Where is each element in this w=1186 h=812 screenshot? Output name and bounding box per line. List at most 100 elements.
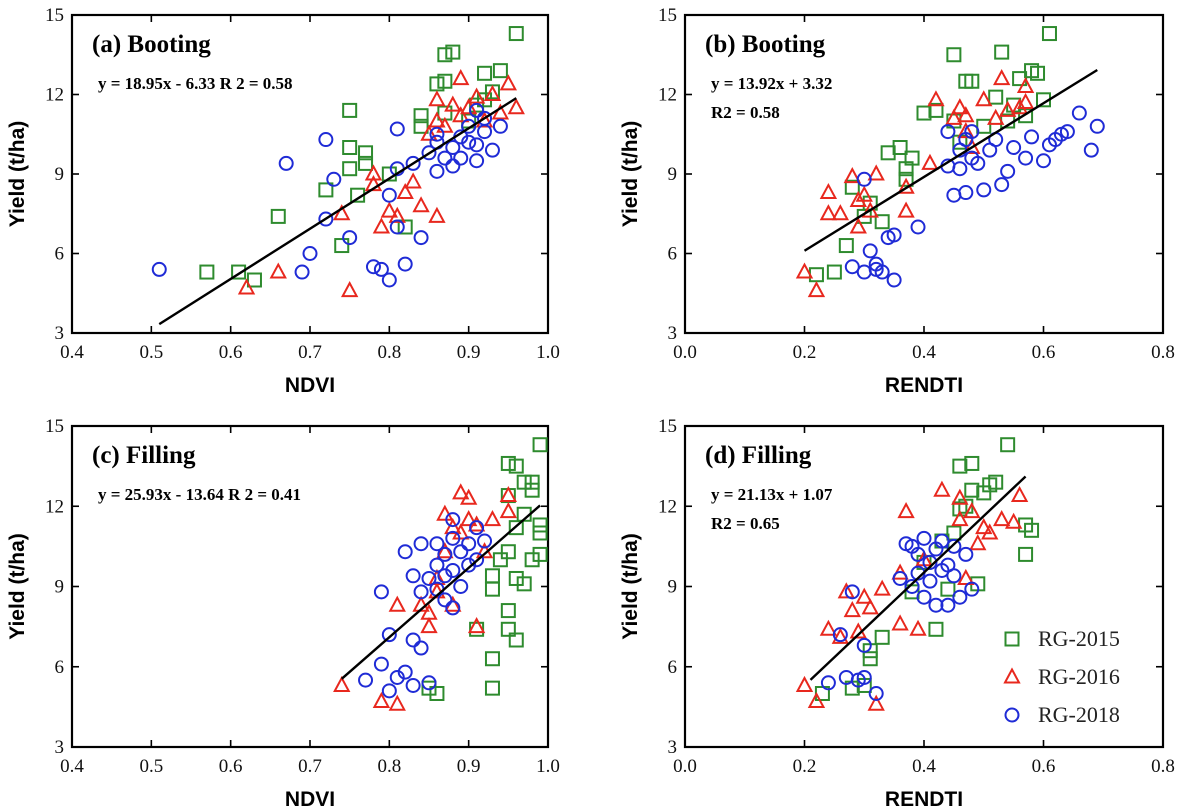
data-point — [1041, 26, 1057, 42]
data-point — [429, 163, 445, 179]
data-point — [819, 182, 838, 200]
data-point — [1010, 98, 1029, 115]
data-point — [940, 581, 956, 597]
data-point — [862, 243, 878, 259]
regression-equation: y = 18.95x - 6.33 R 2 = 0.58 — [98, 74, 293, 93]
data-point — [397, 664, 413, 680]
data-point — [507, 98, 525, 115]
data-point — [904, 150, 920, 166]
data-point — [867, 164, 885, 181]
data-point — [405, 677, 421, 693]
panel-d: 0.0 0.2 0.4 0.6 0.8 3 6 9 12 15 RENDTI Yield (t/ha)… — [619, 416, 1175, 811]
data-point — [868, 686, 884, 701]
data-point — [1016, 92, 1035, 109]
data-point — [381, 683, 397, 699]
data-point — [524, 474, 540, 490]
data-point — [832, 627, 848, 643]
legend-label: RG-2016 — [1038, 664, 1120, 689]
x-tick-label: 0.0 — [673, 342, 697, 363]
data-point — [838, 238, 854, 254]
data-point — [318, 182, 334, 198]
data-point — [819, 204, 838, 221]
y-axis-label: Yield (t/ha) — [6, 533, 29, 640]
data-point — [1083, 142, 1099, 158]
y-tick-label: 9 — [668, 164, 678, 185]
data-point — [897, 501, 915, 519]
data-point — [910, 546, 926, 562]
data-point — [795, 262, 814, 279]
y-tick-label: 12 — [658, 85, 677, 106]
data-point — [844, 259, 860, 275]
data-point — [499, 74, 518, 91]
data-point — [1030, 65, 1046, 81]
data-point — [964, 455, 980, 471]
data-point — [886, 272, 902, 288]
data-point — [437, 592, 453, 608]
data-point — [469, 102, 485, 118]
data-point — [904, 579, 920, 594]
y-tick-label: 6 — [668, 657, 678, 678]
data-point — [807, 280, 826, 298]
data-point — [436, 116, 454, 133]
legend-label: RG-2018 — [1038, 702, 1120, 727]
data-point — [428, 90, 446, 107]
data-point — [508, 458, 524, 474]
data-point — [946, 47, 962, 63]
data-point — [420, 617, 438, 634]
x-tick-label: 0.6 — [219, 342, 243, 363]
data-point — [843, 167, 861, 184]
x-tick-label: 0.4 — [60, 756, 84, 777]
data-point — [237, 278, 256, 295]
data-point — [413, 640, 429, 656]
y-tick-label: 6 — [55, 657, 65, 678]
data-point — [453, 544, 469, 560]
data-point — [453, 150, 469, 166]
regression-equation: y = 13.92x + 3.32 — [711, 74, 832, 93]
data-point — [372, 691, 391, 709]
data-point — [437, 47, 453, 63]
data-point — [484, 651, 500, 667]
x-tick-label: 0.4 — [912, 756, 936, 777]
data-point — [492, 552, 508, 568]
data-point — [469, 153, 485, 169]
data-point — [1004, 512, 1023, 529]
data-point — [958, 185, 974, 201]
data-point — [892, 570, 908, 586]
legend-marker-square — [1004, 631, 1020, 647]
data-point — [231, 264, 247, 280]
data-point — [452, 483, 470, 500]
data-point — [437, 150, 453, 166]
data-point — [499, 501, 518, 519]
data-point — [461, 134, 477, 150]
data-point — [437, 73, 453, 89]
data-point — [469, 97, 485, 113]
legend-marker-circle — [1004, 707, 1020, 723]
data-point — [412, 196, 430, 213]
data-point — [952, 161, 968, 177]
data-point — [1018, 546, 1034, 562]
data-point — [940, 597, 956, 613]
data-point — [516, 474, 532, 490]
data-point — [445, 140, 461, 155]
data-point — [849, 190, 867, 207]
x-axis-label: RENDTI — [885, 374, 963, 397]
x-tick-label: 0.7 — [298, 756, 322, 777]
data-point — [420, 124, 438, 141]
data-point — [837, 582, 855, 599]
data-point — [998, 100, 1017, 117]
data-point — [1089, 118, 1105, 134]
data-point — [1036, 153, 1051, 169]
x-tick-label: 0.4 — [912, 342, 936, 363]
data-point — [484, 581, 500, 597]
data-point — [981, 523, 999, 540]
series-RG-2015 — [421, 437, 548, 701]
data-point — [372, 217, 391, 234]
data-point — [151, 261, 167, 277]
data-point — [334, 238, 350, 254]
regression-equation: y = 25.93x - 13.64 R 2 = 0.41 — [98, 485, 301, 504]
x-tick-label: 1.0 — [536, 342, 560, 363]
data-point — [856, 669, 872, 685]
data-point — [444, 518, 462, 535]
data-point — [413, 108, 429, 124]
data-point — [856, 264, 872, 280]
